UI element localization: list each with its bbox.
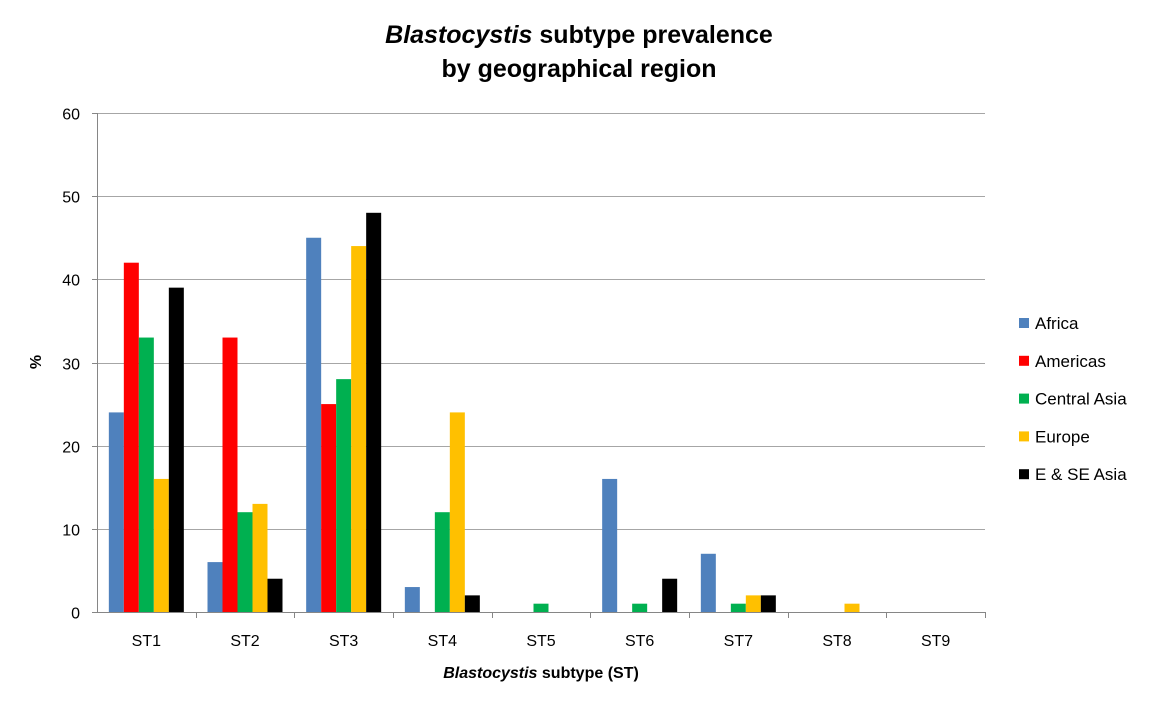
- y-tick-label: 50: [62, 190, 80, 207]
- legend-swatch-central-asia: [1019, 393, 1029, 404]
- bar-europe-st3: [351, 246, 367, 613]
- bar-europe-st7: [745, 595, 761, 612]
- x-tick-label-st7: ST7: [724, 633, 753, 650]
- bar-central-asia-st2: [237, 512, 253, 612]
- y-tick-label: 60: [62, 107, 80, 124]
- x-tick-label-st1: ST1: [132, 633, 161, 650]
- bar-central-asia-st1: [138, 337, 154, 612]
- bar-e-se-asia-st2: [267, 578, 283, 612]
- bar-europe-st8: [844, 603, 860, 612]
- x-tick-label-st6: ST6: [625, 633, 654, 650]
- bar-e-se-asia-st4: [464, 595, 480, 612]
- x-tick-label-st3: ST3: [329, 633, 358, 650]
- chart-title-line1: Blastocystis subtype prevalence: [0, 18, 1158, 52]
- bar-europe-st2: [252, 503, 268, 612]
- legend-label-africa: Africa: [1035, 314, 1079, 333]
- bar-central-asia-st7: [730, 603, 746, 612]
- y-tick-label: 10: [62, 523, 80, 540]
- bar-africa-st2: [207, 562, 223, 612]
- legend-label-central-asia: Central Asia: [1035, 390, 1127, 409]
- legend-swatch-americas: [1019, 355, 1029, 366]
- axes: [97, 113, 985, 613]
- x-tick-labels: ST1 ST2 ST3 ST4 ST5 ST6 ST7 ST8 ST9: [132, 612, 986, 650]
- bar-central-asia-st5: [533, 603, 549, 612]
- bar-africa-st1: [108, 412, 124, 612]
- bar-americas-st1: [123, 262, 139, 612]
- legend-swatch-e-se-asia: [1019, 469, 1029, 480]
- x-tick-label-st9: ST9: [921, 633, 950, 650]
- y-axis-label: %: [28, 355, 45, 369]
- y-tick-label: 20: [62, 440, 80, 457]
- gridlines: [97, 113, 985, 530]
- bar-europe-st1: [153, 478, 169, 612]
- chart-title-line2: by geographical region: [441, 55, 717, 83]
- bar-americas-st3: [321, 404, 337, 612]
- y-tick-label: 40: [62, 273, 80, 290]
- x-tick-label-st5: ST5: [526, 633, 555, 650]
- bars: [108, 212, 860, 613]
- chart-title: Blastocystis subtype prevalence by geogr…: [0, 18, 1158, 86]
- chart-title-rest: subtype prevalence: [532, 21, 773, 49]
- legend: Africa Americas Central Asia Europe E & SE A…: [1019, 314, 1127, 484]
- bar-central-asia-st6: [632, 603, 648, 612]
- legend-label-americas: Americas: [1035, 352, 1106, 371]
- bar-africa-st4: [404, 587, 420, 612]
- bar-e-se-asia-st6: [662, 578, 678, 612]
- bar-africa-st6: [602, 478, 618, 612]
- x-axis-label: Blastocystis subtype (ST): [443, 665, 639, 682]
- bar-africa-st3: [306, 237, 322, 612]
- legend-swatch-europe: [1019, 431, 1029, 442]
- bar-central-asia-st4: [434, 512, 450, 612]
- x-axis-label-italic: Blastocystis: [443, 665, 537, 682]
- bar-central-asia-st3: [336, 379, 352, 612]
- x-tick-label-st2: ST2: [230, 633, 259, 650]
- chart-title-italic: Blastocystis: [385, 21, 533, 49]
- x-axis-label-rest: subtype (ST): [537, 665, 638, 682]
- bar-africa-st7: [700, 553, 716, 612]
- x-tick-label-st8: ST8: [822, 633, 851, 650]
- bar-e-se-asia-st3: [366, 212, 382, 613]
- bar-e-se-asia-st1: [168, 287, 184, 612]
- x-tick-label-st4: ST4: [428, 633, 457, 650]
- y-tick-label: 30: [62, 357, 80, 374]
- legend-label-e-se-asia: E & SE Asia: [1035, 465, 1127, 484]
- bar-europe-st4: [449, 412, 465, 612]
- y-tick-labels: 0 10 20 30 40 50 60: [62, 107, 97, 623]
- bar-americas-st2: [222, 337, 238, 612]
- y-tick-label: 0: [71, 606, 80, 623]
- bar-e-se-asia-st7: [760, 595, 776, 612]
- legend-label-europe: Europe: [1035, 427, 1090, 446]
- legend-swatch-africa: [1019, 318, 1029, 328]
